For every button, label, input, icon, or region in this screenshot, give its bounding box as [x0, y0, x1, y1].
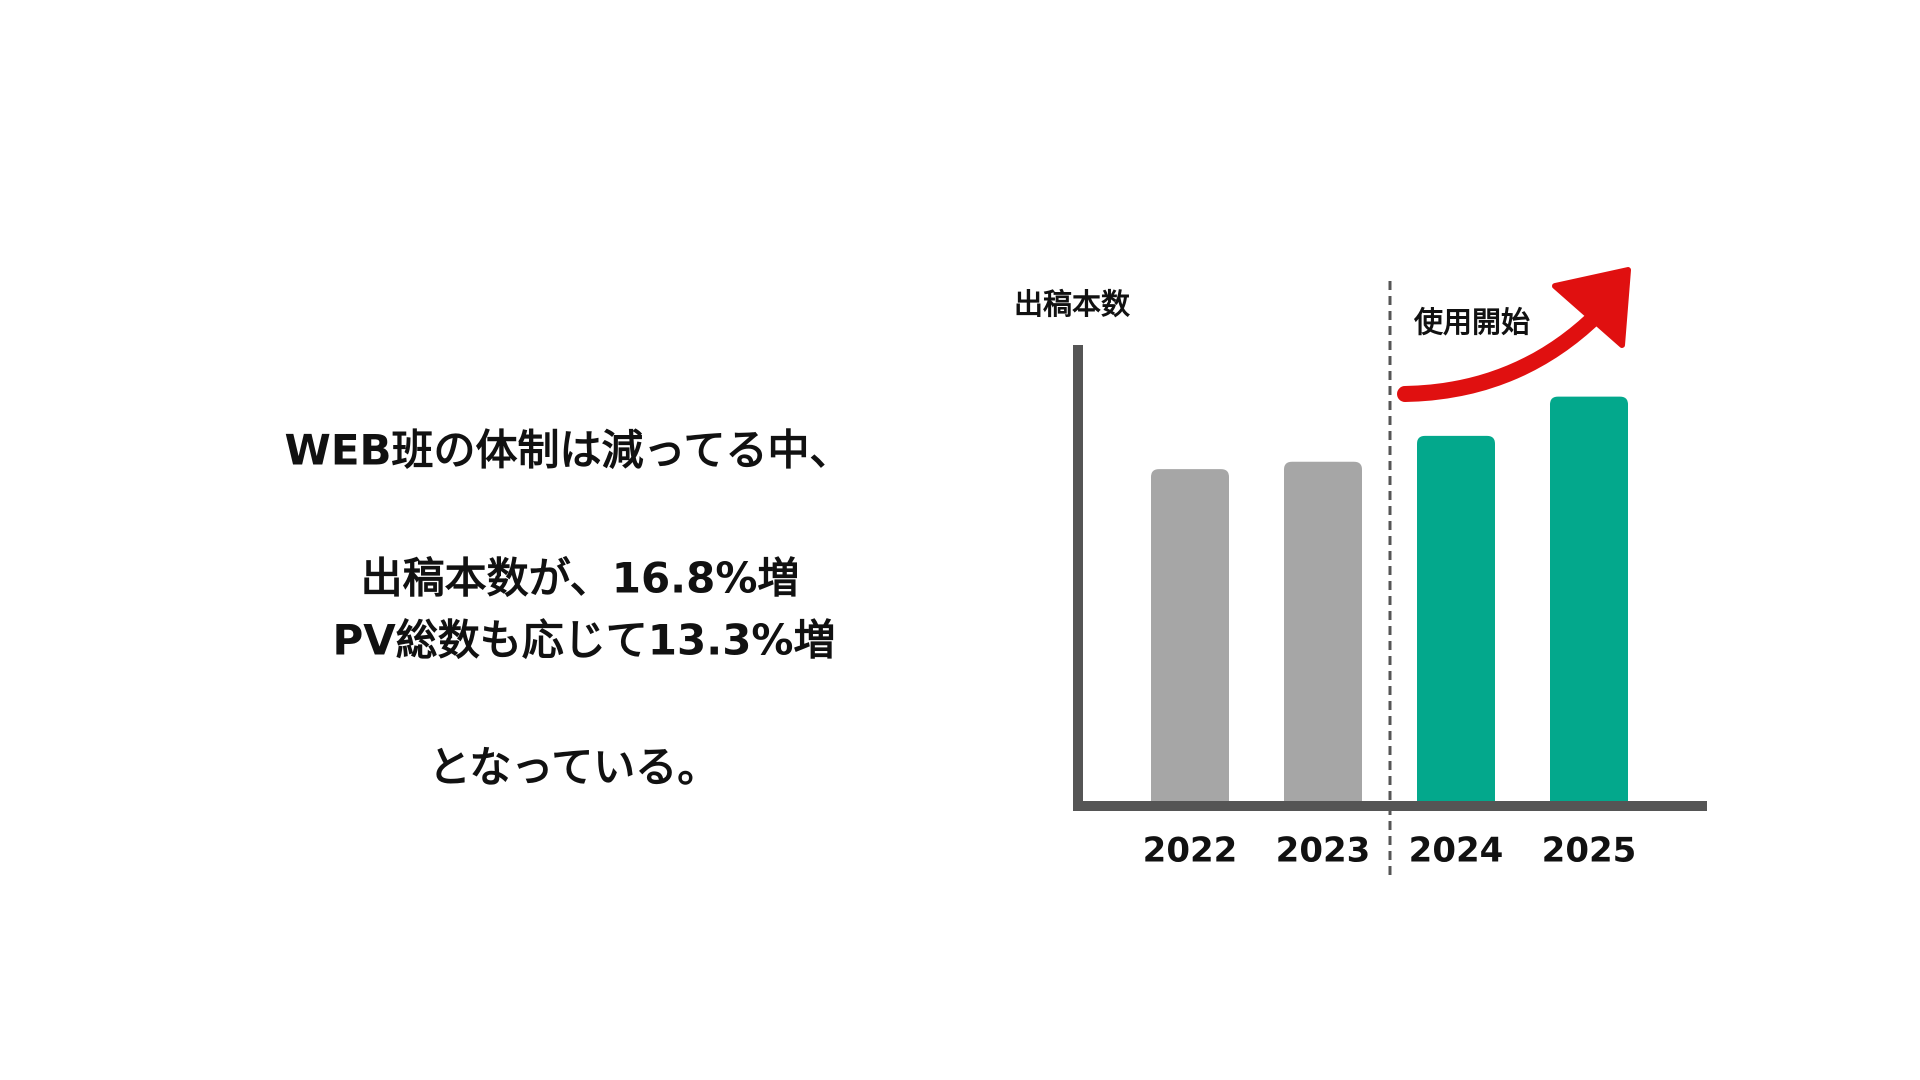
x-tick-label: 2022 — [1143, 831, 1238, 871]
lead-text: 出稿本数が、16.8%増 — [361, 554, 800, 603]
x-tick-label: 2025 — [1542, 831, 1637, 871]
bar — [1550, 396, 1628, 802]
bar — [1417, 435, 1495, 802]
lead-text: となっている。 — [429, 743, 720, 792]
annotation: 使用開始 — [1413, 305, 1530, 339]
bar — [1151, 469, 1229, 802]
y-axis-label: 出稿本数 — [1014, 287, 1131, 321]
lead-text: WEB班の体制は減ってる中、 — [285, 426, 852, 475]
bar — [1284, 461, 1362, 802]
x-tick-label: 2023 — [1276, 831, 1371, 871]
trend-arrow — [1397, 304, 1608, 402]
arrow-head — [1552, 267, 1631, 348]
x-tick-label: 2024 — [1409, 831, 1504, 871]
bars — [1151, 396, 1628, 802]
lead-text: PV総数も応じて13.3%増 — [333, 616, 836, 665]
